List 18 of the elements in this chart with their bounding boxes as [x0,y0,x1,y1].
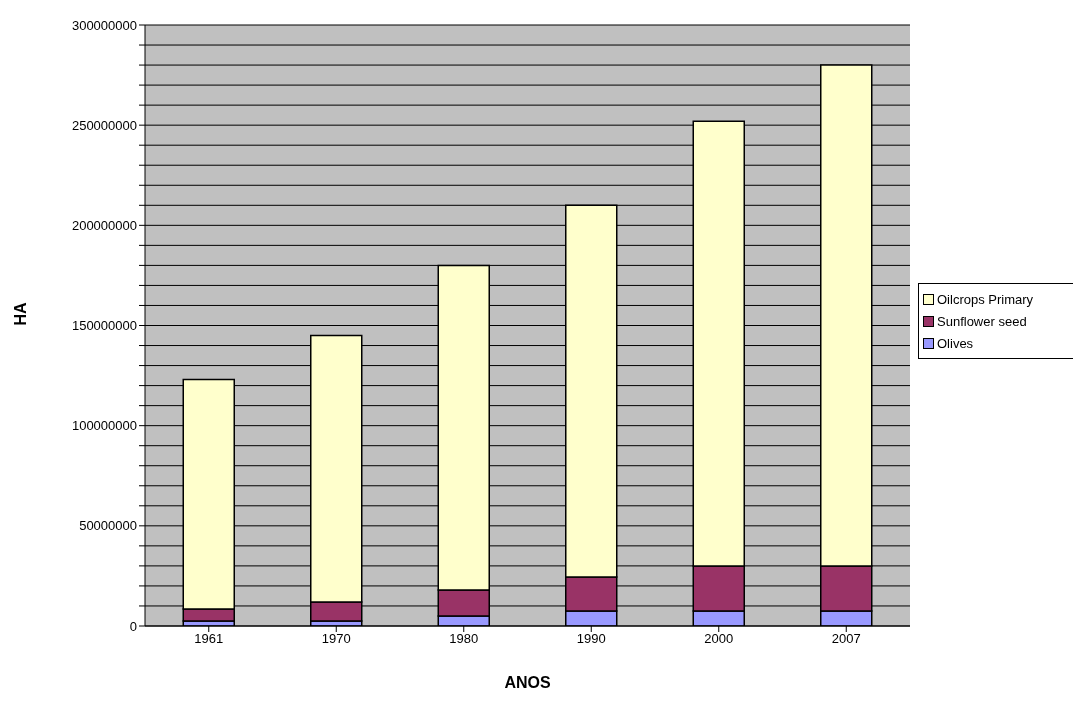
y-tick-label: 250000000 [71,117,137,133]
y-tick-label: 100000000 [71,418,137,434]
legend-label: Oilcrops Primary [937,291,1034,307]
y-tick-label: 150000000 [71,318,137,334]
y-tick-label: 300000000 [71,17,137,33]
y-tick-label: 200000000 [71,217,137,233]
x-axis-title: ANOS [504,674,551,691]
x-tick-label: 1980 [449,631,479,647]
x-tick-label: 1990 [576,631,606,647]
y-tick-label: 0 [129,618,137,634]
x-tick-label: 2000 [704,631,734,647]
legend-label: Olives [937,335,974,351]
x-tick-label: 2007 [831,631,861,647]
legend-label: Sunflower seed [937,313,1027,329]
y-axis-title: HA [11,301,29,326]
x-tick-label: 1970 [321,631,351,647]
y-tick-label: 50000000 [79,518,137,534]
x-tick-label: 1961 [194,631,224,647]
